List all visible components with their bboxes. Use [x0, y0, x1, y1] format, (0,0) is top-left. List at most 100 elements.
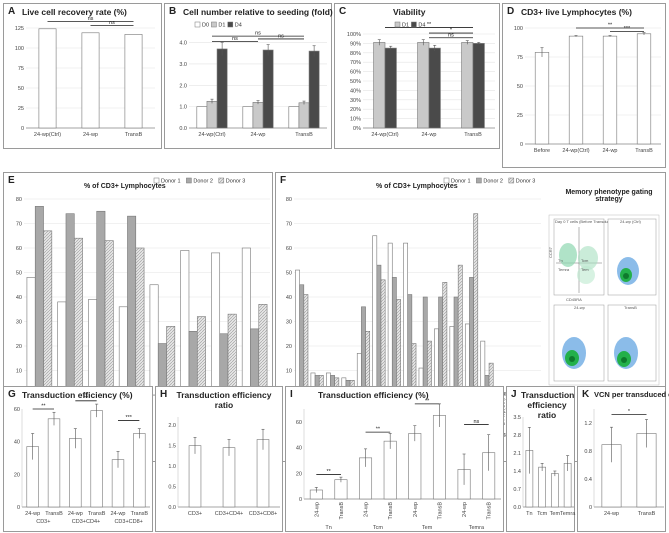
- chart-h: 0.0 0.5 1.0 1.5 2.0 CD3+ CD3+CD4+ CD3+CD8+: [168, 417, 280, 517]
- bar: [211, 252, 221, 396]
- x-tick-label: 24-wp: [251, 132, 266, 138]
- x-tick-label: TransB: [487, 502, 493, 520]
- significance-label: **: [84, 395, 89, 401]
- legend-label: Donor 2: [483, 179, 503, 185]
- bar: [90, 410, 103, 508]
- bar: [258, 304, 268, 396]
- bar: [438, 296, 444, 396]
- gating-cloud-2: [578, 246, 598, 270]
- y-tick-label: 70%: [350, 60, 361, 66]
- bar: [428, 47, 441, 129]
- gating-cloud-9: [569, 356, 575, 362]
- significance-label: **: [376, 427, 381, 433]
- bar: [242, 106, 254, 129]
- y-tick-label: 3.5: [513, 415, 521, 421]
- x-tick-label: CD3+CD8+: [249, 511, 277, 517]
- bar: [180, 250, 190, 396]
- bar: [538, 466, 546, 508]
- y-tick-label: 0: [589, 505, 592, 511]
- y-tick-label: 50: [16, 271, 22, 277]
- panel-k-title: VCN per transduced cell: [594, 390, 669, 399]
- y-tick-label: 0.0: [179, 126, 187, 132]
- x-tick-label: TransB: [464, 132, 482, 138]
- bar: [417, 42, 430, 129]
- bar: [461, 42, 474, 129]
- y-tick-label: 20: [296, 471, 302, 477]
- legend-swatch: [218, 177, 225, 184]
- x-tick-label: TransB: [45, 511, 63, 517]
- bar: [222, 447, 236, 508]
- bar: [396, 299, 401, 396]
- panel-b-title: Cell number relative to seeding (fold): [183, 7, 333, 17]
- y-tick-label: 1.5: [168, 444, 176, 450]
- bar: [69, 438, 82, 508]
- bar: [308, 50, 320, 129]
- bar: [196, 316, 206, 396]
- y-tick-label: 0.8: [584, 449, 592, 455]
- y-tick-label: 50: [286, 271, 292, 277]
- x-tick-label: TransB: [339, 502, 345, 520]
- bar: [602, 35, 618, 145]
- x-tick-label: 24-wp: [413, 502, 419, 517]
- significance-label: **: [427, 22, 432, 28]
- x-tick-label: TransB: [635, 148, 653, 154]
- bar: [227, 313, 237, 396]
- y-tick-label: 2.0: [179, 83, 187, 89]
- bar: [298, 102, 310, 129]
- legend-swatch: [227, 21, 234, 28]
- bar: [472, 43, 485, 129]
- group-label: Temra: [469, 525, 485, 531]
- bar: [252, 102, 264, 129]
- x-tick-label: 24-wp: [68, 511, 83, 517]
- y-tick-label: 50%: [350, 79, 361, 85]
- y-tick-label: 40: [14, 440, 20, 446]
- significance-label: ns: [109, 20, 115, 26]
- y-tick-label: 40: [296, 446, 302, 452]
- y-tick-label: 50: [517, 84, 523, 90]
- bar: [457, 264, 463, 396]
- y-tick-label: 75: [18, 66, 24, 72]
- gating-temra: Temra: [558, 267, 570, 272]
- group-label: Tcm: [373, 525, 384, 531]
- panel-g-label: G: [8, 389, 16, 400]
- panel-d: 0 25 50 75 100 Before 24-wp(Ctrl) 24-wp TransB **…: [502, 3, 666, 168]
- gating-label-before: Day 0 T cells (Before Transduction): [555, 219, 618, 224]
- bar: [469, 277, 474, 396]
- y-tick-label: 20%: [350, 107, 361, 113]
- x-tick-label: TransB: [388, 502, 394, 520]
- panel-a-title: Live cell recovery rate (%): [22, 7, 127, 17]
- gating-ylabel: CCR7: [548, 246, 553, 258]
- y-tick-label: 60: [16, 246, 22, 252]
- panel-b: 0.0 1.0 2.0 3.0 4.0 24-wp(Ctrl) 24-wp TransB ns n…: [164, 3, 333, 149]
- x-tick-label: TransB: [88, 511, 106, 517]
- gating-title: Memory phenotype gating strategy: [565, 189, 653, 203]
- chart-g: 0 20 40 60 24-wp TransB 24-wp TransB 24-wp TransB…: [14, 395, 150, 525]
- x-tick-label: 24-wp: [422, 132, 437, 138]
- bar: [206, 100, 218, 129]
- significance-label: ns: [88, 16, 94, 22]
- chart-i: 0 20 40 60 24-wp TransB 24-wp TransB 24-wp TransB…: [296, 398, 501, 531]
- y-tick-label: 10%: [350, 117, 361, 123]
- legend-label: D4: [418, 23, 425, 29]
- bar: [288, 106, 300, 129]
- panel-d-label: D: [507, 6, 515, 17]
- y-tick-label: 1.0: [168, 464, 176, 470]
- y-tick-label: 60: [286, 246, 292, 252]
- panel-h-title: Transduction efficiency ratio: [176, 390, 272, 410]
- y-tick-label: 0.0: [168, 505, 176, 511]
- y-tick-label: 75: [517, 55, 523, 61]
- bar: [262, 49, 274, 129]
- gating-label-ctrl: 24-wp (Ctrl): [620, 219, 642, 224]
- y-tick-label: 60: [296, 420, 302, 426]
- y-tick-label: 100: [514, 26, 523, 32]
- panel-k: 0 0.4 0.8 1.2 24-wp TransB * K VCN per transdu…: [577, 386, 669, 532]
- panel-b-label: B: [169, 6, 177, 17]
- chart-c: 0% 10% 20% 30% 40% 50% 60% 70% 80% 90% 100% 24-wp(C…: [347, 21, 495, 138]
- bar: [403, 242, 408, 396]
- gating-xlabel: CD45RA: [566, 297, 582, 302]
- significance-label: *: [450, 28, 453, 34]
- x-tick-label: 24-wp: [25, 511, 40, 517]
- bar: [81, 32, 100, 129]
- bar: [166, 326, 176, 396]
- legend-swatch: [186, 177, 192, 184]
